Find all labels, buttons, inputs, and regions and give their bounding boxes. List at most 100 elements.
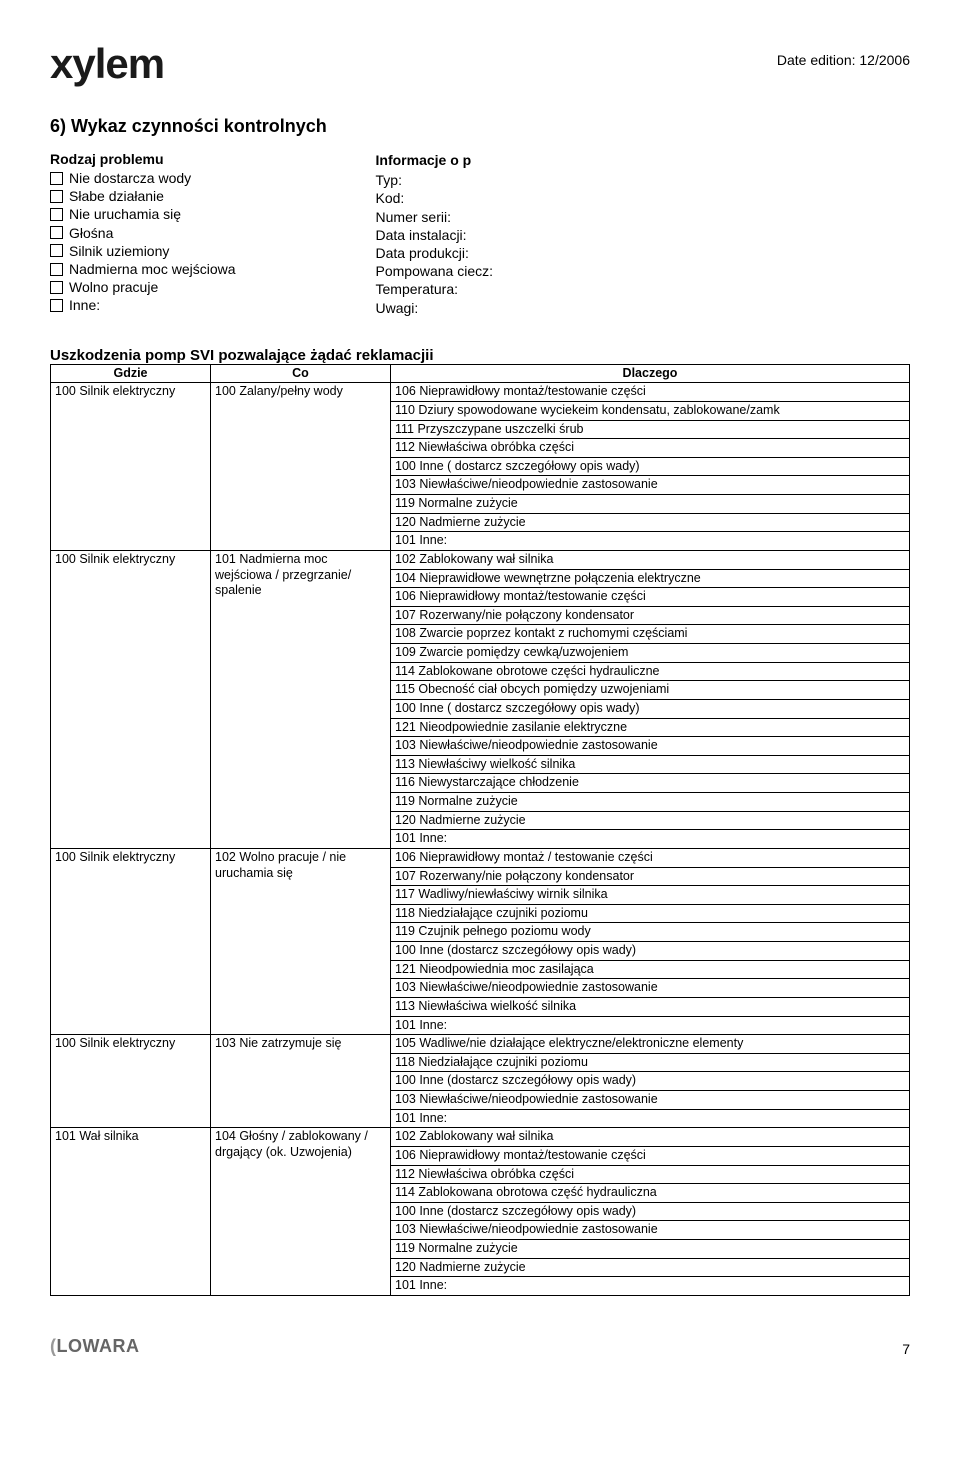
problem-item-label: Głośna	[69, 224, 113, 242]
info-field: Uwagi:	[376, 299, 494, 317]
cell-why: 101 Inne:	[391, 830, 910, 849]
cell-why: 115 Obecność ciał obcych pomiędzy uzwoje…	[391, 681, 910, 700]
checkbox-icon[interactable]	[50, 281, 63, 294]
table-header-what: Co	[211, 364, 391, 383]
cell-why: 104 Nieprawidłowe wewnętrzne połączenia …	[391, 569, 910, 588]
cell-why: 100 Inne (dostarcz szczegółowy opis wady…	[391, 1072, 910, 1091]
cell-why: 120 Nadmierne zużycie	[391, 513, 910, 532]
table-row: 101 Wał silnika104 Głośny / zablokowany …	[51, 1128, 910, 1147]
cell-why: 103 Niewłaściwe/nieodpowiednie zastosowa…	[391, 979, 910, 998]
cell-why: 119 Normalne zużycie	[391, 1240, 910, 1259]
cell-why: 101 Inne:	[391, 532, 910, 551]
table-header-where: Gdzie	[51, 364, 211, 383]
table-row: 100 Silnik elektryczny101 Nadmierna moc …	[51, 550, 910, 569]
problem-item-label: Nadmierna moc wejściowa	[69, 260, 236, 278]
checkbox-icon[interactable]	[50, 299, 63, 312]
cell-where: 100 Silnik elektryczny	[51, 550, 211, 848]
problem-item: Nadmierna moc wejściowa	[50, 260, 236, 278]
cell-why: 103 Niewłaściwe/nieodpowiednie zastosowa…	[391, 1221, 910, 1240]
cell-what: 101 Nadmierna moc wejściowa / przegrzani…	[211, 550, 391, 848]
cell-where: 100 Silnik elektryczny	[51, 848, 211, 1034]
cell-why: 100 Inne (dostarcz szczegółowy opis wady…	[391, 942, 910, 961]
info-head: Informacje o p	[376, 151, 494, 169]
cell-why: 107 Rozerwany/nie połączony kondensator	[391, 867, 910, 886]
cell-why: 101 Inne:	[391, 1277, 910, 1296]
info-field: Temperatura:	[376, 280, 494, 298]
problem-head: Rodzaj problemu	[50, 151, 236, 167]
info-column: Informacje o p Typ:Kod:Numer serii: Data …	[376, 151, 494, 317]
cell-what: 102 Wolno pracuje / nie uruchamia się	[211, 848, 391, 1034]
cell-where: 100 Silnik elektryczny	[51, 1035, 211, 1128]
checkbox-icon[interactable]	[50, 263, 63, 276]
cell-why: 121 Nieodpowiednie zasilanie elektryczne	[391, 718, 910, 737]
section-title: 6) Wykaz czynności kontrolnych	[50, 116, 910, 137]
cell-why: 113 Niewłaściwa wielkość silnika	[391, 997, 910, 1016]
info-field: Pompowana ciecz:	[376, 262, 494, 280]
cell-why: 112 Niewłaściwa obróbka części	[391, 439, 910, 458]
cell-why: 106 Nieprawidłowy montaż / testowanie cz…	[391, 848, 910, 867]
cell-why: 102 Zablokowany wał silnika	[391, 1128, 910, 1147]
problem-item: Inne:	[50, 296, 236, 314]
checkbox-icon[interactable]	[50, 190, 63, 203]
cell-why: 105 Wadliwe/nie działające elektryczne/e…	[391, 1035, 910, 1054]
info-field: Numer serii:	[376, 208, 494, 226]
problem-item-label: Słabe działanie	[69, 187, 164, 205]
problem-item-label: Nie uruchamia się	[69, 205, 181, 223]
checkbox-icon[interactable]	[50, 208, 63, 221]
cell-why: 119 Normalne zużycie	[391, 495, 910, 514]
cell-why: 106 Nieprawidłowy montaż/testowanie częś…	[391, 383, 910, 402]
cell-why: 101 Inne:	[391, 1109, 910, 1128]
cell-why: 110 Dziury spowodowane wyciekeim kondens…	[391, 401, 910, 420]
info-field: Data produkcji:	[376, 244, 494, 262]
problem-item: Głośna	[50, 224, 236, 242]
cell-why: 112 Niewłaściwa obróbka części	[391, 1165, 910, 1184]
cell-why: 103 Niewłaściwe/nieodpowiednie zastosowa…	[391, 737, 910, 756]
cell-why: 118 Niedziałające czujniki poziomu	[391, 904, 910, 923]
cell-why: 120 Nadmierne zużycie	[391, 811, 910, 830]
cell-why: 100 Inne ( dostarcz szczegółowy opis wad…	[391, 457, 910, 476]
page-number: 7	[902, 1341, 910, 1357]
problem-item-label: Inne:	[69, 296, 100, 314]
cell-why: 121 Nieodpowiednia moc zasilająca	[391, 960, 910, 979]
damage-title: Uszkodzenia pomp SVI pozwalające żądać r…	[50, 347, 910, 364]
cell-why: 106 Nieprawidłowy montaż/testowanie częś…	[391, 588, 910, 607]
date-edition: Date edition: 12/2006	[777, 52, 910, 68]
problem-item-label: Nie dostarcza wody	[69, 169, 191, 187]
cell-why: 103 Niewłaściwe/nieodpowiednie zastosowa…	[391, 476, 910, 495]
problem-item-label: Silnik uziemiony	[69, 242, 169, 260]
footer-logo: (LOWARA	[50, 1336, 140, 1357]
cell-why: 116 Niewystarczające chłodzenie	[391, 774, 910, 793]
checkbox-icon[interactable]	[50, 244, 63, 257]
problem-item: Wolno pracuje	[50, 278, 236, 296]
cell-why: 118 Niedziałające czujniki poziomu	[391, 1053, 910, 1072]
damage-table: Gdzie Co Dlaczego 100 Silnik elektryczny…	[50, 364, 910, 1296]
checkbox-icon[interactable]	[50, 172, 63, 185]
cell-why: 103 Niewłaściwe/nieodpowiednie zastosowa…	[391, 1091, 910, 1110]
problem-item: Nie dostarcza wody	[50, 169, 236, 187]
table-header-why: Dlaczego	[391, 364, 910, 383]
info-field: Typ:	[376, 171, 494, 189]
problem-item: Nie uruchamia się	[50, 205, 236, 223]
problem-item: Silnik uziemiony	[50, 242, 236, 260]
cell-why: 113 Niewłaściwy wielkość silnika	[391, 755, 910, 774]
cell-where: 100 Silnik elektryczny	[51, 383, 211, 551]
cell-where: 101 Wał silnika	[51, 1128, 211, 1296]
problem-item: Słabe działanie	[50, 187, 236, 205]
cell-why: 102 Zablokowany wał silnika	[391, 550, 910, 569]
cell-why: 111 Przyszczypane uszczelki śrub	[391, 420, 910, 439]
cell-what: 100 Zalany/pełny wody	[211, 383, 391, 551]
table-row: 100 Silnik elektryczny102 Wolno pracuje …	[51, 848, 910, 867]
info-field: Kod:	[376, 189, 494, 207]
checkbox-icon[interactable]	[50, 226, 63, 239]
cell-why: 119 Normalne zużycie	[391, 793, 910, 812]
cell-why: 108 Zwarcie poprzez kontakt z ruchomymi …	[391, 625, 910, 644]
cell-why: 106 Nieprawidłowy montaż/testowanie częś…	[391, 1146, 910, 1165]
cell-why: 114 Zablokowane obrotowe części hydrauli…	[391, 662, 910, 681]
cell-what: 103 Nie zatrzymuje się	[211, 1035, 391, 1128]
cell-why: 107 Rozerwany/nie połączony kondensator	[391, 606, 910, 625]
table-row: 100 Silnik elektryczny100 Zalany/pełny w…	[51, 383, 910, 402]
cell-why: 100 Inne (dostarcz szczegółowy opis wady…	[391, 1202, 910, 1221]
cell-why: 109 Zwarcie pomiędzy cewką/uzwojeniem	[391, 644, 910, 663]
cell-what: 104 Głośny / zablokowany / drgający (ok.…	[211, 1128, 391, 1296]
cell-why: 117 Wadliwy/niewłaściwy wirnik silnika	[391, 886, 910, 905]
